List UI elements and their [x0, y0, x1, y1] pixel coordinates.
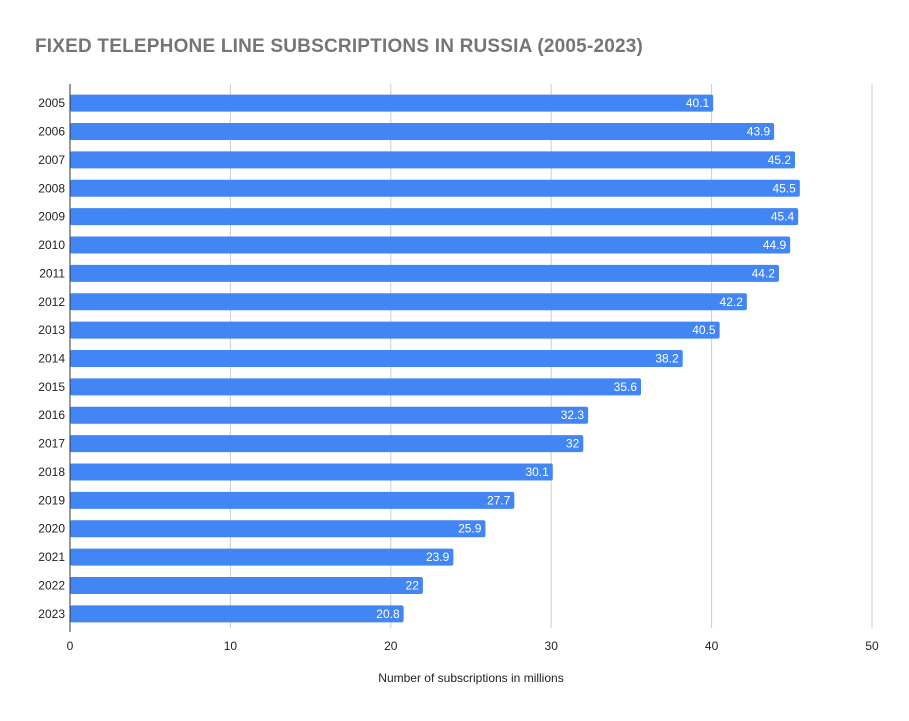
- bar: [70, 293, 747, 311]
- x-tick-label: 40: [705, 639, 719, 653]
- bar: [70, 208, 799, 226]
- data-label: 45.4: [771, 210, 795, 224]
- x-tick-label: 20: [384, 639, 398, 653]
- data-label: 44.2: [752, 266, 776, 280]
- category-label: 2010: [38, 238, 65, 252]
- category-label: 2023: [38, 607, 65, 621]
- category-label: 2018: [38, 465, 65, 479]
- category-label: 2005: [38, 96, 65, 110]
- category-label: 2011: [39, 266, 65, 280]
- data-label: 23.9: [426, 550, 450, 564]
- bar: [70, 378, 642, 396]
- category-label: 2017: [38, 437, 65, 451]
- category-label: 2016: [38, 408, 65, 422]
- bar: [70, 520, 486, 538]
- category-label: 2007: [38, 153, 65, 167]
- x-tick-label: 30: [545, 639, 559, 653]
- category-label: 2014: [38, 352, 65, 366]
- bar: [70, 548, 454, 566]
- data-label: 44.9: [763, 238, 787, 252]
- bar: [70, 491, 515, 509]
- bar: [70, 406, 589, 424]
- axes: 0 10 20 30 40 50 2005 2006 2007 2008 2009 2010 2011 2…: [38, 84, 879, 653]
- category-label: 2019: [38, 493, 65, 507]
- data-label: 32: [566, 437, 580, 451]
- data-label: 45.5: [772, 181, 796, 195]
- category-label: 2021: [38, 550, 65, 564]
- category-label: 2012: [38, 295, 65, 309]
- bar: [70, 179, 800, 197]
- data-label: 20.8: [376, 607, 400, 621]
- bar: [70, 123, 775, 141]
- data-label: 40.5: [692, 323, 716, 337]
- bar: [70, 94, 714, 112]
- category-label: 2008: [38, 181, 65, 195]
- bar: [70, 463, 553, 481]
- data-label: 40.1: [686, 96, 710, 110]
- data-label: 35.6: [614, 380, 638, 394]
- bar: [70, 605, 404, 623]
- data-label: 32.3: [561, 408, 585, 422]
- category-label: 2006: [38, 125, 65, 139]
- data-label: 42.2: [720, 295, 744, 309]
- bar: [70, 151, 796, 169]
- data-label: 27.7: [487, 493, 511, 507]
- chart-title: FIXED TELEPHONE LINE SUBSCRIPTIONS IN RU…: [35, 36, 644, 57]
- bar: [70, 236, 791, 254]
- x-tick-label: 10: [224, 639, 238, 653]
- data-label: 43.9: [747, 125, 771, 139]
- data-label: 45.2: [768, 153, 792, 167]
- data-label: 38.2: [655, 352, 679, 366]
- category-label: 2015: [38, 380, 65, 394]
- bar: [70, 321, 720, 339]
- data-label: 22: [406, 578, 420, 592]
- x-tick-label: 0: [67, 639, 74, 653]
- category-label: 2020: [38, 522, 65, 536]
- bar: [70, 350, 683, 367]
- category-label: 2022: [38, 578, 65, 592]
- category-label: 2013: [38, 323, 65, 337]
- x-tick-label: 50: [865, 639, 879, 653]
- bar: [70, 576, 423, 594]
- data-label: 30.1: [525, 465, 549, 479]
- bars: 40.1 43.9 45.2 45.5 45.4 44.9 44.2 42.2 40.5 38.2…: [70, 94, 800, 623]
- data-label: 25.9: [458, 522, 482, 536]
- x-axis-title: Number of subscriptions in millions: [378, 671, 563, 685]
- bar: [70, 435, 584, 453]
- bar: [70, 264, 779, 282]
- category-label: 2009: [38, 210, 65, 224]
